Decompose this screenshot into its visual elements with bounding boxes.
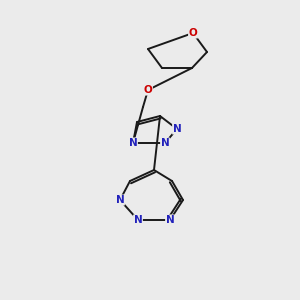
Text: N: N [134, 215, 142, 225]
Text: N: N [116, 195, 124, 205]
Text: N: N [129, 138, 137, 148]
Text: O: O [144, 85, 152, 95]
Text: N: N [160, 138, 169, 148]
Text: N: N [166, 215, 174, 225]
Text: O: O [189, 28, 197, 38]
Text: N: N [172, 124, 182, 134]
